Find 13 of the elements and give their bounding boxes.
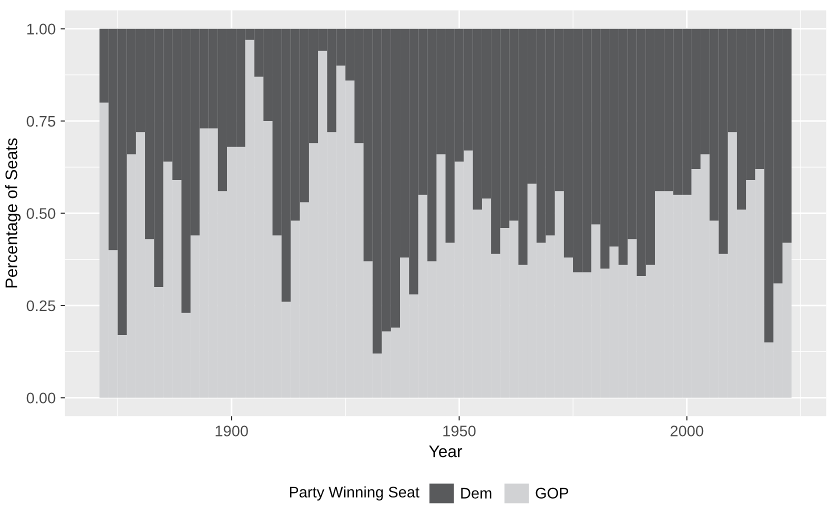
x-tick-label: 2000 — [670, 426, 704, 436]
legend-label: GOP — [536, 488, 568, 499]
x-tick-label: 1950 — [443, 426, 476, 436]
y-tick-label: 0.50 — [26, 208, 56, 219]
legend-label: Dem — [461, 488, 492, 499]
x-axis-title: Year — [429, 446, 462, 458]
y-tick-label: 0.75 — [26, 116, 56, 127]
y-tick-label: 0.00 — [26, 392, 56, 404]
x-tick-label: 1900 — [216, 426, 248, 436]
y-tick-label: 0.25 — [26, 300, 56, 312]
y-tick-label: 1.00 — [27, 24, 56, 34]
y-axis-title: Percentage of Seats — [5, 138, 21, 288]
legend-title: Party Winning Seat — [290, 486, 420, 501]
